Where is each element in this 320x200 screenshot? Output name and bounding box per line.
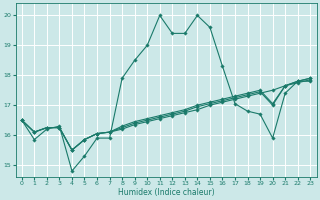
X-axis label: Humidex (Indice chaleur): Humidex (Indice chaleur): [118, 188, 214, 197]
